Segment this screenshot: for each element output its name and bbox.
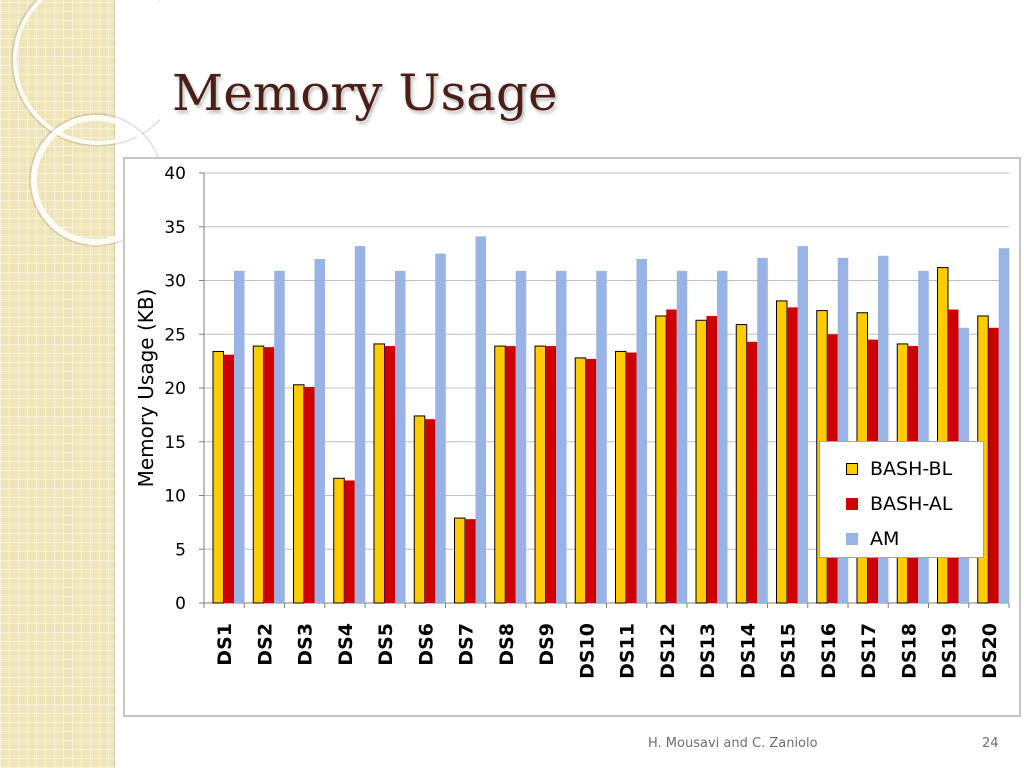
- bar-am: [475, 236, 486, 604]
- legend-swatch-bash-bl: [846, 462, 858, 475]
- bar-bash-bl: [695, 319, 707, 604]
- y-tick-label: 20: [164, 379, 186, 399]
- bar-bash-al: [706, 315, 717, 603]
- bar-bash-bl: [212, 350, 224, 604]
- x-tick-label: DS1: [214, 623, 236, 666]
- x-tick-label: DS8: [496, 623, 518, 666]
- bar-am: [797, 246, 808, 603]
- bar-am: [435, 253, 446, 603]
- y-tick-label: 0: [175, 594, 186, 614]
- page-number: 24: [982, 736, 999, 751]
- page-title: Memory Usage: [172, 64, 558, 122]
- bar-am: [515, 270, 527, 603]
- bar-am: [234, 270, 245, 603]
- bar-bash-al: [585, 358, 597, 603]
- x-tick-label: DS20: [979, 623, 1001, 679]
- bar-bash-bl: [293, 384, 305, 604]
- x-tick-label: DS6: [415, 623, 437, 666]
- bar-am: [354, 246, 366, 603]
- x-tick-label: DS12: [657, 623, 679, 679]
- y-axis-label: Memory Usage (KB): [134, 289, 158, 488]
- x-tick-label: DS19: [939, 623, 961, 679]
- bar-bash-bl: [655, 315, 667, 604]
- x-tick-label: DS15: [778, 623, 800, 679]
- bar-bash-al: [344, 480, 355, 603]
- x-tick-label: DS10: [576, 623, 598, 679]
- legend-label-bash-bl: BASH-BL: [870, 457, 953, 480]
- bar-am: [837, 257, 849, 603]
- bar-am: [918, 270, 929, 603]
- x-tick-label: DS11: [617, 623, 639, 679]
- bar-bash-bl: [735, 324, 748, 604]
- bar-bash-al: [424, 419, 436, 603]
- x-tick-label: DS7: [456, 623, 478, 666]
- bar-bash-al: [626, 352, 637, 603]
- x-tick-label: DS14: [737, 623, 759, 679]
- y-tick-label: 30: [164, 272, 186, 292]
- bar-bash-al: [304, 386, 315, 603]
- bar-bash-bl: [574, 357, 587, 604]
- bar-bash-al: [787, 307, 798, 603]
- bar-bash-al: [545, 346, 556, 603]
- y-tick-label: 40: [164, 164, 186, 184]
- legend-item-bash-al: BASH-AL: [846, 486, 983, 521]
- x-tick-label: DS9: [536, 623, 558, 666]
- x-tick-label: DS17: [858, 623, 880, 679]
- bar-am: [878, 255, 889, 603]
- bar-bash-bl: [373, 343, 385, 604]
- bar-bash-al: [988, 327, 999, 603]
- bar-bash-al: [223, 354, 234, 603]
- x-tick-label: DS4: [335, 623, 357, 666]
- bar-am: [596, 270, 607, 603]
- bar-bash-bl: [333, 477, 345, 604]
- bar-am: [998, 248, 1010, 603]
- chart-legend: BASH-BL BASH-AL AM: [819, 441, 984, 558]
- bar-bash-al: [666, 309, 677, 603]
- bar-bash-bl: [252, 345, 265, 604]
- x-tick-label: DS16: [818, 623, 840, 679]
- bar-am: [717, 270, 728, 603]
- bar-am: [757, 257, 768, 603]
- legend-item-am: AM: [846, 521, 983, 556]
- bar-bash-al: [505, 346, 516, 603]
- bar-bash-bl: [534, 345, 546, 604]
- legend-label-am: AM: [870, 527, 900, 550]
- bar-am: [314, 259, 325, 603]
- y-tick-label: 35: [164, 218, 186, 238]
- y-tick-label: 10: [164, 487, 186, 507]
- legend-swatch-am: [846, 532, 858, 545]
- bar-am: [556, 270, 567, 603]
- bar-am: [274, 270, 285, 603]
- bar-bash-bl: [413, 415, 426, 604]
- bar-bash-al: [746, 341, 758, 603]
- bar-bash-bl: [776, 300, 788, 604]
- bar-am: [676, 270, 688, 603]
- x-tick-label: DS3: [295, 623, 317, 666]
- legend-label-bash-al: BASH-AL: [870, 492, 953, 515]
- bar-bash-bl: [615, 350, 627, 604]
- legend-swatch-bash-al: [846, 497, 858, 510]
- x-tick-label: DS18: [898, 623, 920, 679]
- footer-author: H. Mousavi and C. Zaniolo: [648, 736, 818, 751]
- legend-item-bash-bl: BASH-BL: [846, 451, 983, 486]
- bar-bash-bl: [454, 517, 466, 604]
- bar-bash-al: [465, 519, 476, 603]
- bar-bash-bl: [494, 345, 506, 604]
- bar-bash-al: [263, 347, 275, 603]
- y-tick-label: 15: [164, 433, 186, 453]
- bar-bash-al: [384, 346, 395, 603]
- x-tick-label: DS2: [254, 623, 276, 666]
- x-tick-label: DS13: [697, 623, 719, 679]
- bar-am: [636, 259, 647, 603]
- y-tick-label: 5: [175, 540, 186, 560]
- y-tick-label: 25: [164, 325, 186, 345]
- bar-am: [395, 270, 406, 603]
- x-tick-label: DS5: [375, 623, 397, 666]
